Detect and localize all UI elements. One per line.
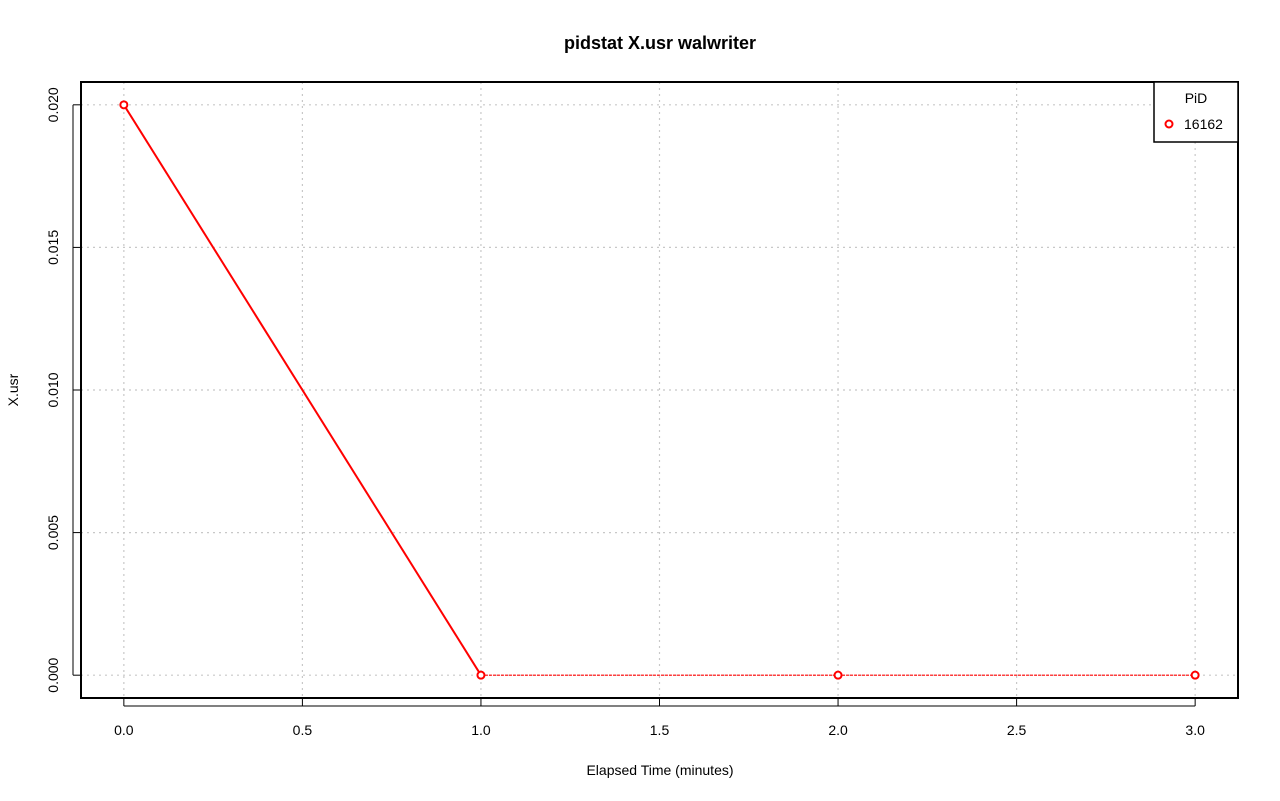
legend-entry-label: 16162 xyxy=(1184,116,1223,132)
x-tick-label: 2.0 xyxy=(828,722,848,738)
y-tick-label: 0.015 xyxy=(45,230,61,265)
series-segment xyxy=(123,104,482,676)
chart-title: pidstat X.usr walwriter xyxy=(564,33,756,53)
x-axis-label: Elapsed Time (minutes) xyxy=(586,762,733,778)
y-axis-label: X.usr xyxy=(5,373,21,406)
x-tick-label: 1.5 xyxy=(650,722,670,738)
y-tick-label: 0.010 xyxy=(45,372,61,407)
x-tick-label: 1.0 xyxy=(471,722,491,738)
x-tick-label: 0.0 xyxy=(114,722,134,738)
legend-title: PiD xyxy=(1185,90,1208,106)
legend: PiD 16162 xyxy=(1153,81,1239,143)
y-tick-label: 0.005 xyxy=(45,515,61,550)
y-tick-label: 0.020 xyxy=(45,87,61,122)
legend-box xyxy=(1153,81,1239,143)
x-tick-label: 0.5 xyxy=(293,722,313,738)
y-axis: 0.000 0.005 0.010 0.015 0.020 xyxy=(45,87,81,693)
data-point xyxy=(476,670,486,680)
data-point xyxy=(119,100,129,110)
legend-marker xyxy=(1164,119,1174,129)
data-point xyxy=(1190,670,1200,680)
series-lines xyxy=(123,104,1196,676)
x-tick-label: 3.0 xyxy=(1185,722,1205,738)
x-tick-label: 2.5 xyxy=(1007,722,1027,738)
series-points xyxy=(119,100,1200,680)
x-axis: 0.0 0.5 1.0 1.5 2.0 2.5 3.0 xyxy=(114,698,1205,738)
y-tick-label: 0.000 xyxy=(45,657,61,692)
grid xyxy=(81,82,1238,698)
data-point xyxy=(833,670,843,680)
